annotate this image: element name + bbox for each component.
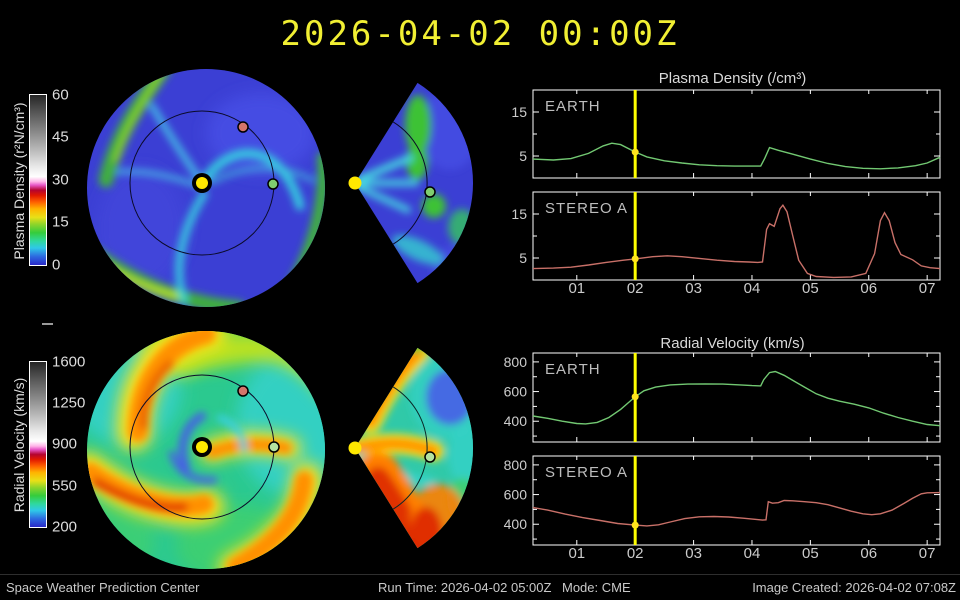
earth-orbit-arc	[392, 386, 428, 510]
x-tick-label: 03	[685, 545, 702, 562]
x-tick-label: 05	[802, 280, 819, 297]
sun-marker	[192, 437, 212, 457]
footer-bar: Space Weather Prediction Center Run Time…	[0, 574, 960, 600]
earth-marker	[268, 441, 280, 453]
velocity-colorbar-label: Radial Velocity (km/s)	[11, 377, 27, 513]
panel-label: EARTH	[545, 361, 601, 378]
series-stereo-a	[532, 491, 941, 527]
y-tick-label: 400	[504, 413, 528, 429]
velocity-cb-tick: 1250	[52, 394, 86, 412]
x-tick-label: 03	[685, 280, 702, 297]
now-marker-dot	[631, 521, 639, 529]
series-earth	[532, 370, 941, 427]
y-tick-label: 800	[504, 354, 528, 370]
sun-marker	[348, 176, 362, 190]
sun-marker	[192, 173, 212, 193]
x-tick-label: 04	[744, 280, 761, 297]
y-tick-label: 5	[519, 250, 527, 266]
series-stereo-a	[532, 204, 941, 279]
panel-label: EARTH	[545, 98, 601, 115]
y-tick-label: 600	[504, 384, 528, 400]
x-tick-label: 04	[744, 545, 761, 562]
now-marker-dot	[631, 255, 639, 263]
footer-mode: Mode: CME	[562, 580, 631, 595]
footer-runtime: Run Time: 2026-04-02 05:00Z	[378, 580, 552, 595]
x-tick-label: 06	[860, 545, 877, 562]
now-marker-dot	[631, 148, 639, 156]
velocity-cb-tick: 550	[52, 477, 78, 495]
panel-frame	[532, 455, 941, 546]
stray-dash	[42, 323, 53, 325]
x-tick-label: 07	[919, 280, 936, 297]
x-tick-label: 07	[919, 545, 936, 562]
velocity-colorbar	[29, 361, 47, 528]
series-earth	[532, 142, 941, 170]
density-cb-tick: 45	[52, 128, 69, 146]
earth-marker	[267, 178, 279, 190]
y-tick-label: 15	[511, 206, 527, 222]
velocity-cb-tick: 200	[52, 518, 78, 536]
earth-orbit-arc	[392, 121, 428, 245]
velocity-chart-title: Radial Velocity (km/s)	[660, 335, 805, 352]
density-colorbar	[29, 94, 47, 266]
velocity-timeseries-chart: 400 600 800 EARTH 400 600 800 STEREO A 01 02 03 04 0…	[504, 352, 941, 562]
density-cb-tick: 15	[52, 213, 69, 231]
x-tick-label: 01	[568, 545, 585, 562]
x-tick-label: 02	[627, 545, 644, 562]
density-colorbar-label: Plasma Density (r²N/cm³)	[11, 102, 27, 260]
velocity-map-polar	[87, 331, 325, 569]
panel-frame	[532, 352, 941, 443]
x-tick-label: 05	[802, 545, 819, 562]
density-chart-title: Plasma Density (/cm³)	[658, 70, 807, 87]
y-tick-label: 15	[511, 104, 527, 120]
density-map-meridional	[348, 82, 474, 284]
earth-marker	[424, 451, 436, 463]
panel-label: STEREO A	[545, 200, 628, 217]
y-tick-label: 5	[519, 148, 527, 164]
now-marker-dot	[631, 393, 639, 401]
velocity-map-meridional	[348, 347, 474, 549]
density-cb-tick: 30	[52, 171, 69, 189]
stereo-a-marker	[237, 121, 249, 133]
density-timeseries-chart: 5 15 EARTH 5 15 STEREO A 01 02 03 04 05 06 07	[511, 89, 941, 297]
y-tick-label: 400	[504, 516, 528, 532]
x-tick-label: 01	[568, 280, 585, 297]
sun-marker	[348, 441, 362, 455]
density-cb-tick: 60	[52, 86, 69, 104]
density-map-polar	[87, 69, 325, 307]
panel-label: STEREO A	[545, 464, 628, 481]
velocity-cb-tick: 1600	[52, 353, 86, 371]
footer-org: Space Weather Prediction Center	[6, 580, 200, 595]
stereo-a-marker	[237, 385, 249, 397]
earth-marker	[424, 186, 436, 198]
density-cb-tick: 0	[52, 256, 61, 274]
y-tick-label: 800	[504, 457, 528, 473]
timestamp-title: 2026-04-02 00:00Z	[280, 14, 680, 54]
footer-created: Image Created: 2026-04-02 07:08Z	[752, 580, 956, 595]
x-tick-label: 06	[860, 280, 877, 297]
x-tick-label: 02	[627, 280, 644, 297]
y-tick-label: 600	[504, 487, 528, 503]
velocity-cb-tick: 900	[52, 435, 78, 453]
